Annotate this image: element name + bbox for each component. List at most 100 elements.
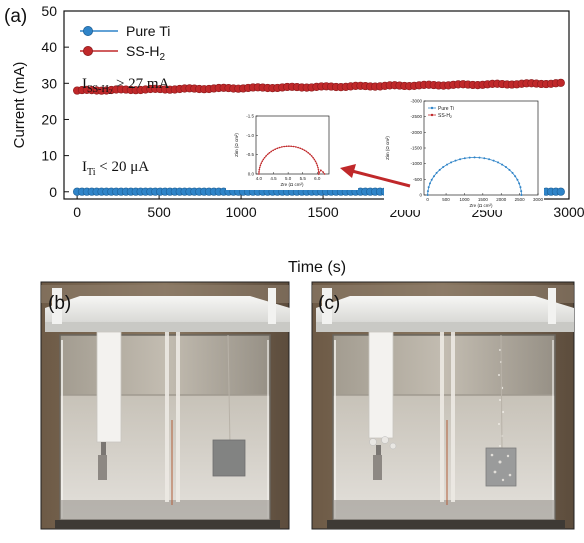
inset-right-point — [454, 159, 457, 162]
inset-left-point — [263, 156, 266, 159]
inset-left-point — [272, 149, 275, 152]
data-point-pure-ti — [556, 187, 565, 196]
main-ytick-label: 10 — [41, 148, 57, 164]
inset-right-point — [430, 178, 433, 181]
inset-legend-ss-h2: SS-H2 — [438, 113, 452, 119]
main-legend: Pure Ti SS-H2 — [80, 23, 170, 63]
inset-right-point — [446, 163, 449, 166]
inset-left-frame — [255, 115, 330, 175]
panel-label-b: (b) — [48, 293, 71, 314]
inset-right-xtick-label: 1000 — [459, 197, 470, 202]
inset-left-point — [317, 168, 320, 171]
inset-left-xtick-label: 6.0 — [314, 176, 321, 181]
inset-right-point — [427, 186, 430, 189]
inset-left-point — [285, 145, 288, 148]
inset-left-x-label: Zre (Ω cm²) — [280, 182, 304, 187]
inset-right-point — [504, 166, 507, 169]
eis-inset-ss: 0.0 -0.5 -1.0 -1.5 4.0 4.5 5.0 5.5 6.0 Zim (Ω c… — [226, 112, 358, 190]
inset-left-point — [312, 156, 314, 159]
inset-right-xtick-label: 500 — [442, 197, 450, 202]
inset-left-point — [266, 153, 269, 156]
inset-right-xtick-label: 2500 — [515, 197, 526, 202]
inset-right-point — [442, 166, 445, 169]
inset-left-point — [259, 164, 262, 167]
inset-left-y-axis: 0.0 -0.5 -1.0 -1.5 — [246, 114, 258, 177]
inset-right-point — [478, 156, 481, 159]
inset-left-point — [260, 162, 262, 165]
main-y-axis: 0 10 20 30 40 50 — [41, 3, 69, 200]
inset-right-series — [426, 156, 523, 196]
inset-left-series — [258, 145, 326, 176]
inset-left-point — [268, 152, 271, 154]
inset-left-point — [258, 168, 261, 171]
inset-left-background — [226, 112, 358, 190]
inset-left-point — [290, 145, 292, 148]
inset-right-xtick-label: 1500 — [478, 197, 489, 202]
inset-left-xtick-label: 4.0 — [256, 176, 263, 181]
inset-left-point — [270, 150, 273, 153]
inset-left-x-axis: 4.0 4.5 5.0 5.5 6.0 — [256, 172, 321, 181]
inset-left-point — [315, 162, 318, 165]
main-xtick-label: 3000 — [553, 204, 584, 220]
inset-right-y-axis: 0 -500 -1000 -1500 -2000 -2500 -3000 — [410, 99, 426, 198]
inset-right-point — [520, 190, 523, 193]
inset-left-point — [258, 173, 260, 175]
photo-panel-c: (c) — [311, 281, 575, 530]
inset-right-point — [468, 156, 471, 159]
main-ytick-label: 30 — [41, 75, 57, 91]
inset-left-point — [274, 148, 277, 150]
photo-c-ti-sample — [373, 455, 382, 480]
panel-label-c: (c) — [318, 293, 340, 314]
inset-left-y-label: Zim (Ω cm²) — [234, 133, 239, 157]
inset-right-point — [426, 194, 429, 196]
main-xtick-label: 500 — [147, 204, 171, 220]
inset-right-legend: Pure Ti SS-H2 — [428, 106, 454, 119]
inset-left-point — [262, 158, 265, 161]
inset-right-ytick-label: -500 — [413, 177, 423, 182]
inset-left-point — [297, 146, 299, 149]
photo-panel-b: (b) — [40, 281, 290, 530]
inset-right-point — [519, 186, 522, 189]
inset-right-point — [488, 158, 491, 161]
main-x-axis-label: Time (s) — [288, 259, 346, 276]
inset-right-xtick-label: 2000 — [496, 197, 507, 202]
inset-right-ytick-label: -3000 — [410, 99, 422, 104]
inset-left-point — [309, 153, 311, 156]
inset-left-point — [307, 152, 310, 154]
legend-marker-ss-h2 — [83, 46, 94, 57]
inset-left-point — [278, 146, 281, 149]
photo-c-ss-sample — [485, 447, 517, 487]
inset-right-ytick-label: -1500 — [410, 146, 422, 151]
inset-left-ytick-label: -1.0 — [246, 133, 254, 138]
inset-right-point — [473, 156, 476, 159]
inset-left-point — [313, 158, 316, 161]
inset-left-xtick-label: 5.5 — [300, 176, 307, 181]
inset-right-point — [435, 171, 438, 174]
inset-right-ytick-label: 0 — [419, 193, 422, 198]
inset-right-point — [438, 168, 441, 171]
inset-legend-pure-ti: Pure Ti — [438, 106, 454, 112]
annotation-ss-current: ISS-H2 > 27 mA — [82, 76, 170, 96]
inset-right-point — [501, 163, 504, 166]
main-xtick-label: 1500 — [307, 204, 338, 220]
photo-b-electrode-holder — [96, 331, 122, 443]
photo-c-electrode-holder — [368, 331, 394, 439]
legend-label-pure-ti: Pure Ti — [126, 23, 170, 39]
inset-right-point — [483, 157, 486, 160]
inset-left-point — [258, 171, 260, 173]
inset-left-point — [265, 155, 267, 157]
inset-right-y-label: Zim (Ω cm²) — [385, 136, 390, 160]
inset-left-point — [317, 171, 320, 173]
main-ytick-label: 40 — [41, 39, 57, 55]
main-plot-frame — [63, 10, 570, 200]
inset-left-ytick-label: -1.5 — [246, 114, 254, 119]
inset-right-point — [426, 190, 429, 193]
inset-right-background — [384, 97, 544, 210]
inset-left-point — [292, 145, 295, 148]
inset-left-point — [261, 160, 263, 163]
inset-right-ytick-label: -2000 — [410, 130, 422, 135]
inset-left-point — [258, 166, 261, 169]
inset-right-point — [518, 182, 521, 185]
legend-marker-pure-ti — [83, 25, 94, 36]
inset-left-point — [316, 164, 319, 167]
